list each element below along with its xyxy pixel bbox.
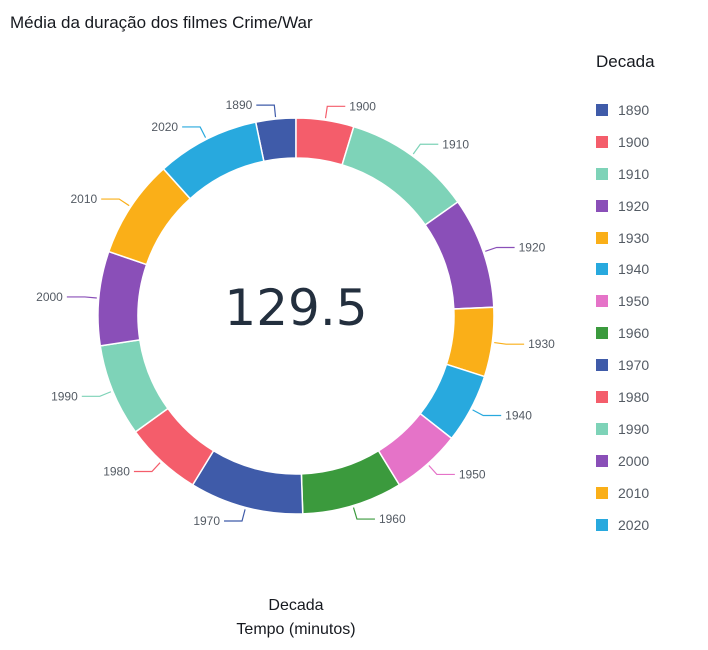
slice-1940-leader	[472, 409, 502, 417]
legend-item-1890[interactable]: 1890	[596, 94, 649, 126]
legend: 1890 1900 1910 1920 1930 1940 1950 1960 1970 1980…	[596, 94, 649, 540]
slice-1980-leader	[133, 462, 161, 473]
slice-1990-label: 1990	[51, 389, 78, 403]
slice-1970-leader	[224, 509, 246, 522]
legend-item-1940[interactable]: 1940	[596, 253, 649, 285]
legend-swatch	[596, 454, 608, 467]
legend-label: 2010	[618, 484, 650, 501]
legend-label: 1930	[618, 229, 650, 246]
slice-2000[interactable]	[97, 250, 148, 347]
legend-item-1930[interactable]: 1930	[596, 222, 649, 254]
slice-2010-leader	[101, 198, 130, 207]
slices-group	[97, 117, 495, 515]
legend-swatch	[596, 327, 608, 340]
legend-swatch	[596, 103, 608, 116]
x-axis-label: Decada	[268, 597, 324, 614]
slice-1890-leader	[256, 104, 277, 118]
slice-1980-label: 1980	[103, 465, 130, 479]
legend-label: 1970	[618, 357, 650, 374]
slice-1920-leader	[485, 246, 515, 252]
legend-swatch	[596, 486, 608, 499]
legend-swatch	[596, 167, 608, 180]
legend-swatch	[596, 295, 608, 308]
legend-label: 1900	[618, 133, 650, 150]
legend-item-2000[interactable]: 2000	[596, 445, 649, 477]
legend-swatch	[596, 390, 608, 403]
slice-2000-label: 2000	[36, 290, 63, 304]
legend-item-1910[interactable]: 1910	[596, 158, 649, 190]
legend-swatch	[596, 518, 608, 531]
slice-2010-label: 2010	[70, 192, 97, 206]
slice-1970-label: 1970	[193, 514, 220, 528]
legend-label: 1980	[618, 388, 650, 405]
legend-swatch	[596, 422, 608, 435]
legend-label: 1990	[618, 420, 650, 437]
legend-swatch	[596, 359, 608, 372]
slice-2020-label: 2020	[151, 120, 178, 134]
legend-swatch	[596, 231, 608, 244]
slice-1960[interactable]	[300, 449, 401, 515]
leaders-group: 1890 1900 1910 1920 1930 1940 1950 1960 1970 1980…	[36, 98, 555, 528]
legend-label: 2000	[618, 452, 650, 469]
slice-1910-label: 1910	[442, 137, 469, 151]
legend-label: 1940	[618, 261, 650, 278]
slice-2020[interactable]	[162, 121, 265, 200]
slice-1990-leader	[81, 391, 112, 397]
slice-1960-label: 1960	[379, 512, 406, 526]
legend-label: 1960	[618, 325, 650, 342]
legend-label: 1920	[618, 197, 650, 214]
slice-1930-label: 1930	[528, 337, 555, 351]
slice-1950-label: 1950	[459, 467, 486, 481]
legend-swatch	[596, 199, 608, 212]
legend-label: 1950	[618, 293, 650, 310]
legend-swatch	[596, 263, 608, 276]
slice-1970[interactable]	[191, 449, 304, 515]
slice-1950-leader	[428, 465, 455, 476]
legend-item-1920[interactable]: 1920	[596, 190, 649, 222]
slice-1890-label: 1890	[226, 98, 253, 112]
legend-label: 1890	[618, 101, 650, 118]
slice-2000-leader	[66, 296, 97, 299]
legend-item-1900[interactable]: 1900	[596, 126, 649, 158]
slice-1900-leader	[324, 105, 346, 119]
slice-2020-leader	[182, 126, 207, 138]
legend-item-1970[interactable]: 1970	[596, 349, 649, 381]
legend-item-1960[interactable]: 1960	[596, 317, 649, 349]
legend-item-1980[interactable]: 1980	[596, 381, 649, 413]
legend-item-2020[interactable]: 2020	[596, 509, 649, 541]
slice-1920[interactable]	[424, 200, 495, 310]
slice-1940-label: 1940	[505, 409, 532, 423]
center-value: 129.5	[224, 279, 368, 337]
slice-1900-label: 1900	[349, 99, 376, 113]
legend-label: 2020	[618, 516, 650, 533]
legend-item-2010[interactable]: 2010	[596, 477, 649, 509]
slice-1920-label: 1920	[519, 240, 546, 254]
legend-title: Decada	[596, 52, 655, 71]
legend-item-1990[interactable]: 1990	[596, 413, 649, 445]
slice-1960-leader	[352, 507, 375, 520]
slice-1910-leader	[412, 143, 439, 155]
slice-1930-leader	[494, 341, 525, 345]
legend-item-1950[interactable]: 1950	[596, 285, 649, 317]
legend-swatch	[596, 135, 608, 148]
slice-1910[interactable]	[341, 125, 459, 227]
chart-title: Média da duração dos filmes Crime/War	[10, 13, 313, 32]
legend-label: 1910	[618, 165, 650, 182]
y-axis-label: Tempo (minutos)	[236, 621, 356, 638]
